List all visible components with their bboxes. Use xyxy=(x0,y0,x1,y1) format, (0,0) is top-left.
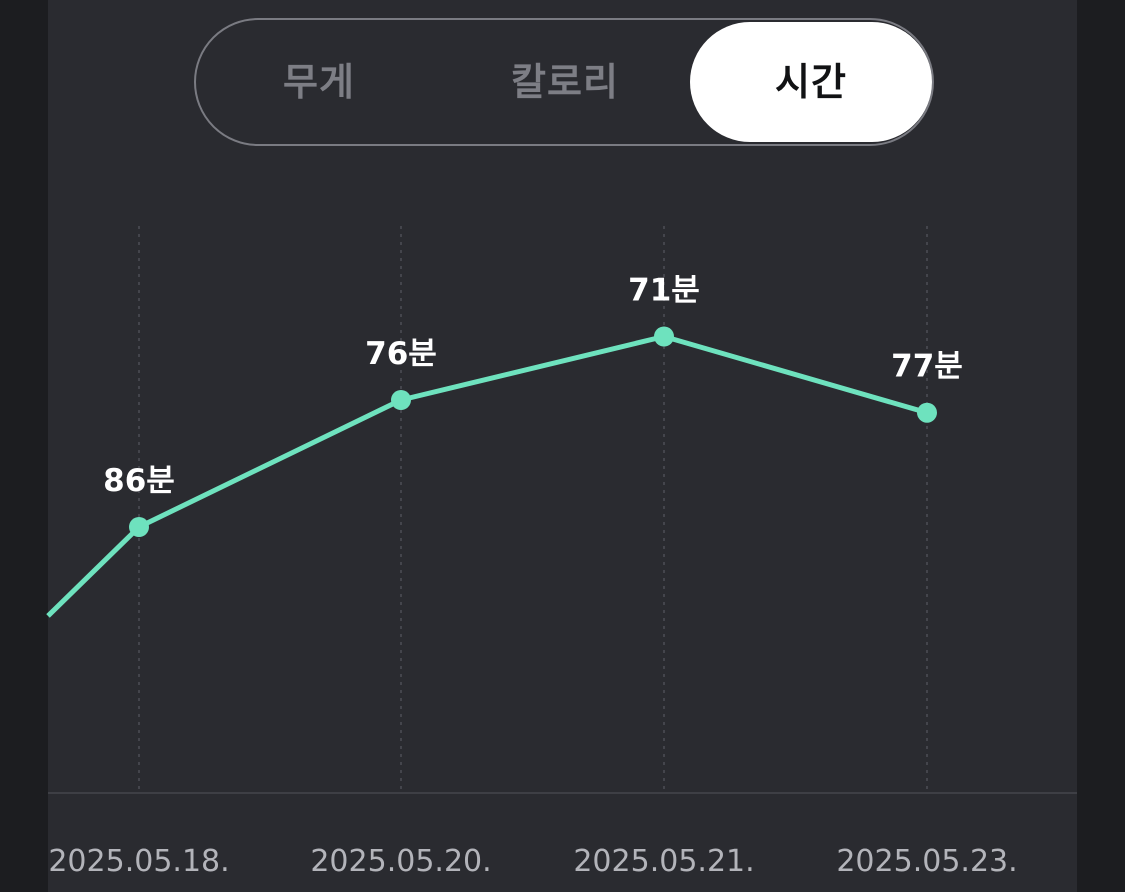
chart-panel xyxy=(48,0,1077,892)
data-label: 71분 xyxy=(628,273,700,309)
data-label: 86분 xyxy=(103,463,175,499)
metric-segmented-control: 무게 칼로리 시간 xyxy=(194,18,934,146)
tab-calories[interactable]: 칼로리 xyxy=(511,60,619,104)
x-tick-label: 2025.05.20. xyxy=(310,844,491,879)
series-line xyxy=(46,334,928,618)
tab-time[interactable]: 시간 xyxy=(690,22,932,142)
x-tick-label: 2025.05.18. xyxy=(48,844,229,879)
tab-weight[interactable]: 무게 xyxy=(283,60,355,104)
x-tick-label: 2025.05.21. xyxy=(573,844,754,879)
data-point[interactable] xyxy=(654,326,674,347)
data-point[interactable] xyxy=(917,402,937,423)
data-label: 77분 xyxy=(891,349,963,385)
data-label: 76분 xyxy=(365,336,437,372)
data-point[interactable] xyxy=(129,517,149,537)
data-point[interactable] xyxy=(391,390,411,410)
x-tick-label: 2025.05.23. xyxy=(836,844,1017,879)
